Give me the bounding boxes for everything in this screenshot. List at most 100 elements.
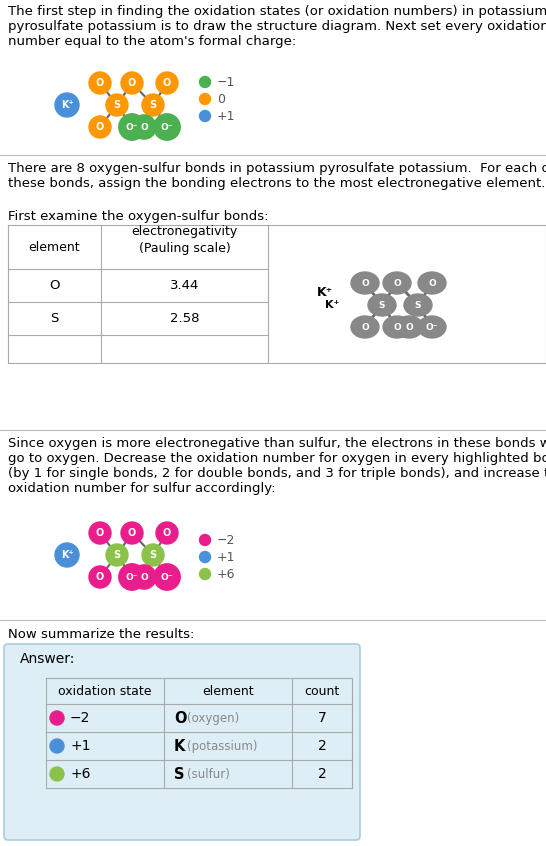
- Text: oxidation state: oxidation state: [58, 684, 152, 697]
- Circle shape: [119, 563, 145, 591]
- Text: First examine the oxygen-sulfur bonds:: First examine the oxygen-sulfur bonds:: [8, 210, 269, 223]
- Text: S: S: [114, 100, 121, 110]
- Text: S: S: [415, 300, 422, 310]
- Text: K⁺: K⁺: [317, 285, 333, 299]
- Circle shape: [106, 94, 128, 116]
- Circle shape: [89, 566, 111, 588]
- Text: −2: −2: [217, 534, 235, 547]
- Text: S: S: [114, 550, 121, 560]
- Circle shape: [132, 565, 156, 589]
- Text: O: O: [393, 278, 401, 288]
- Text: O: O: [96, 528, 104, 538]
- Text: S: S: [379, 300, 385, 310]
- Text: element: element: [202, 684, 254, 697]
- Ellipse shape: [368, 294, 396, 316]
- Circle shape: [50, 711, 64, 725]
- Text: 2: 2: [318, 739, 327, 753]
- Text: (potassium): (potassium): [187, 739, 258, 752]
- Circle shape: [55, 93, 79, 117]
- Text: 7: 7: [318, 711, 327, 725]
- Text: S: S: [150, 100, 157, 110]
- Circle shape: [199, 76, 211, 87]
- Circle shape: [121, 522, 143, 544]
- Text: K⁺: K⁺: [61, 100, 73, 110]
- Text: O: O: [128, 528, 136, 538]
- Text: count: count: [304, 684, 340, 697]
- Text: O⁻: O⁻: [161, 123, 173, 131]
- Text: The first step in finding the oxidation states (or oxidation numbers) in potassi: The first step in finding the oxidation …: [8, 5, 546, 48]
- Text: (sulfur): (sulfur): [187, 767, 230, 781]
- Ellipse shape: [404, 294, 432, 316]
- Text: −1: −1: [217, 75, 235, 89]
- Ellipse shape: [395, 316, 423, 338]
- Ellipse shape: [351, 272, 379, 294]
- Circle shape: [106, 544, 128, 566]
- Text: O⁻: O⁻: [126, 123, 138, 131]
- Circle shape: [156, 522, 178, 544]
- Text: O⁻: O⁻: [161, 573, 173, 581]
- Ellipse shape: [383, 316, 411, 338]
- Text: O⁻: O⁻: [426, 322, 438, 332]
- Text: O: O: [140, 573, 148, 581]
- Circle shape: [142, 544, 164, 566]
- Text: O: O: [49, 279, 60, 292]
- Text: +1: +1: [217, 551, 235, 563]
- Circle shape: [50, 739, 64, 753]
- Text: Since oxygen is more electronegative than sulfur, the electrons in these bonds w: Since oxygen is more electronegative tha…: [8, 437, 546, 495]
- Text: Answer:: Answer:: [20, 652, 75, 666]
- Text: O: O: [393, 322, 401, 332]
- Text: +6: +6: [217, 568, 235, 580]
- Circle shape: [154, 114, 180, 140]
- Text: 3.44: 3.44: [170, 279, 199, 292]
- Circle shape: [55, 543, 79, 567]
- Circle shape: [89, 116, 111, 138]
- Circle shape: [132, 115, 156, 139]
- Text: O: O: [140, 123, 148, 131]
- Text: −2: −2: [70, 711, 91, 725]
- Text: 0: 0: [217, 92, 225, 106]
- Text: K⁺: K⁺: [325, 300, 339, 310]
- Ellipse shape: [351, 316, 379, 338]
- Text: O: O: [163, 78, 171, 88]
- Text: element: element: [29, 240, 80, 254]
- Ellipse shape: [418, 272, 446, 294]
- Circle shape: [199, 569, 211, 580]
- Text: K: K: [174, 739, 186, 754]
- Circle shape: [119, 114, 145, 140]
- Circle shape: [156, 72, 178, 94]
- Circle shape: [199, 535, 211, 546]
- Ellipse shape: [383, 272, 411, 294]
- Text: O: O: [428, 278, 436, 288]
- Text: +1: +1: [217, 109, 235, 123]
- Circle shape: [89, 522, 111, 544]
- Circle shape: [199, 94, 211, 105]
- Text: O: O: [128, 78, 136, 88]
- Circle shape: [142, 94, 164, 116]
- Circle shape: [50, 767, 64, 781]
- Text: O: O: [174, 711, 187, 726]
- Text: 2.58: 2.58: [170, 312, 199, 325]
- Text: O: O: [96, 122, 104, 132]
- Text: 2: 2: [318, 767, 327, 781]
- Text: +6: +6: [70, 767, 91, 781]
- Text: O: O: [361, 278, 369, 288]
- Text: O: O: [96, 78, 104, 88]
- FancyBboxPatch shape: [4, 644, 360, 840]
- Text: Now summarize the results:: Now summarize the results:: [8, 628, 194, 641]
- Text: O: O: [163, 528, 171, 538]
- Text: +1: +1: [70, 739, 91, 753]
- Ellipse shape: [418, 316, 446, 338]
- Text: (oxygen): (oxygen): [187, 711, 239, 724]
- Text: O: O: [361, 322, 369, 332]
- Circle shape: [154, 563, 180, 591]
- Text: electronegativity
(Pauling scale): electronegativity (Pauling scale): [132, 225, 238, 255]
- Text: S: S: [50, 312, 58, 325]
- Text: S: S: [150, 550, 157, 560]
- Text: K⁺: K⁺: [61, 550, 73, 560]
- Text: O: O: [405, 322, 413, 332]
- Circle shape: [199, 111, 211, 122]
- Circle shape: [199, 552, 211, 563]
- Text: O: O: [96, 572, 104, 582]
- Text: S: S: [174, 766, 185, 782]
- Circle shape: [89, 72, 111, 94]
